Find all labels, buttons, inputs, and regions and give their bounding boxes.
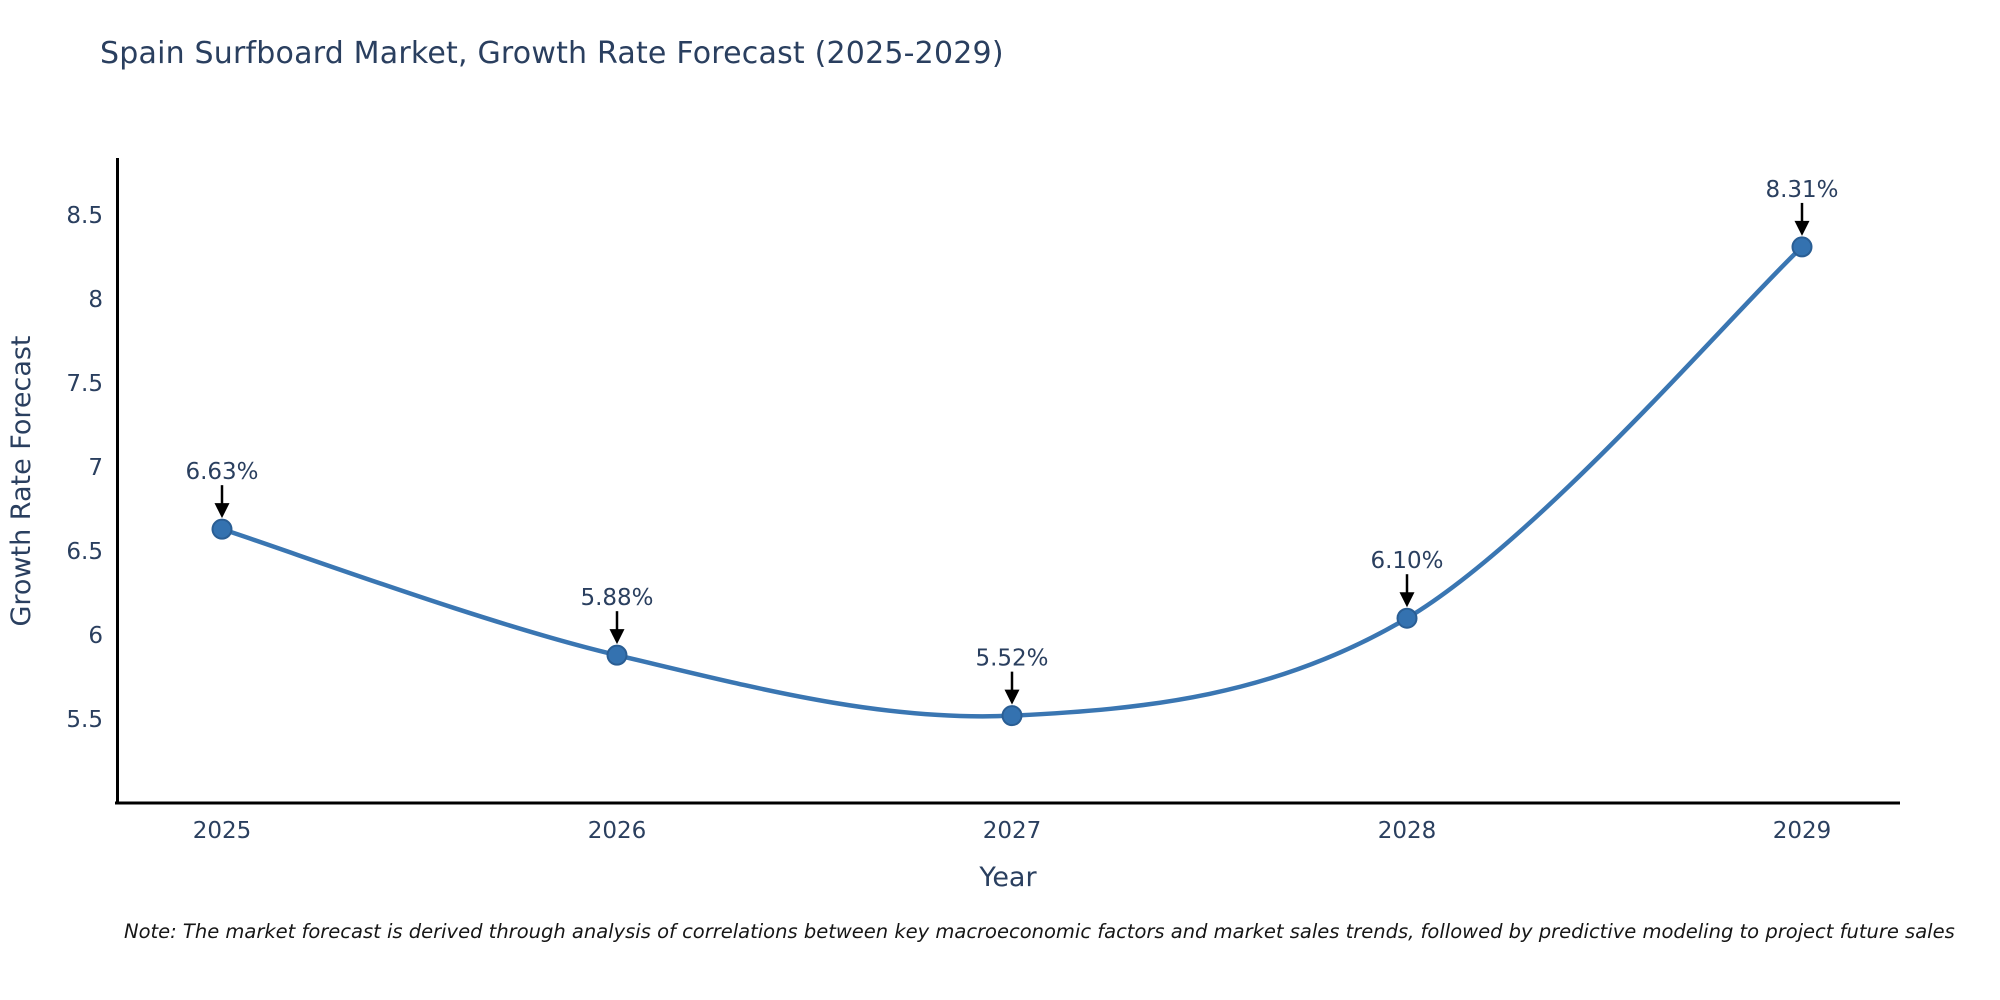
- series-layer: 5.5 6 6.5 7 7.5 8 8.5 2025 2026 2027 2028 2029 6.63%…: [66, 177, 1838, 844]
- annotation-label: 8.31%: [1765, 177, 1838, 203]
- data-point-marker: [1791, 236, 1813, 258]
- annotation-label: 5.88%: [580, 585, 653, 611]
- annotation-arrowhead: [1004, 689, 1020, 705]
- x-tick-label: 2028: [1378, 818, 1437, 844]
- data-point-marker: [1396, 607, 1418, 629]
- y-tick-label: 7.5: [66, 371, 103, 397]
- annotation-label: 5.52%: [975, 646, 1048, 672]
- x-tick-label: 2029: [1773, 818, 1832, 844]
- data-point-marker: [211, 518, 233, 540]
- annotation-label: 6.63%: [185, 459, 258, 485]
- data-point-marker: [1001, 705, 1023, 727]
- annotation-arrowhead: [609, 629, 625, 645]
- data-point-marker: [606, 644, 628, 666]
- annotation-arrowhead: [214, 503, 230, 519]
- x-tick-label: 2027: [983, 818, 1042, 844]
- annotation-arrowhead: [1794, 220, 1810, 236]
- y-tick-label: 8: [88, 287, 103, 313]
- y-tick-label: 6.5: [66, 539, 103, 565]
- annotation-label: 6.10%: [1370, 548, 1443, 574]
- y-tick-label: 8.5: [66, 203, 103, 229]
- x-tick-label: 2025: [193, 818, 252, 844]
- y-axis-title: Growth Rate Forecast: [6, 335, 37, 626]
- footnote: Note: The market forecast is derived thr…: [124, 920, 1955, 943]
- x-axis-title: Year: [978, 862, 1037, 893]
- y-tick-label: 7: [88, 455, 103, 481]
- chart-title: Spain Surfboard Market, Growth Rate Fore…: [100, 36, 1004, 71]
- y-tick-label: 6: [88, 623, 103, 649]
- x-tick-label: 2026: [588, 818, 647, 844]
- y-tick-label: 5.5: [66, 707, 103, 733]
- annotation-arrowhead: [1399, 592, 1415, 608]
